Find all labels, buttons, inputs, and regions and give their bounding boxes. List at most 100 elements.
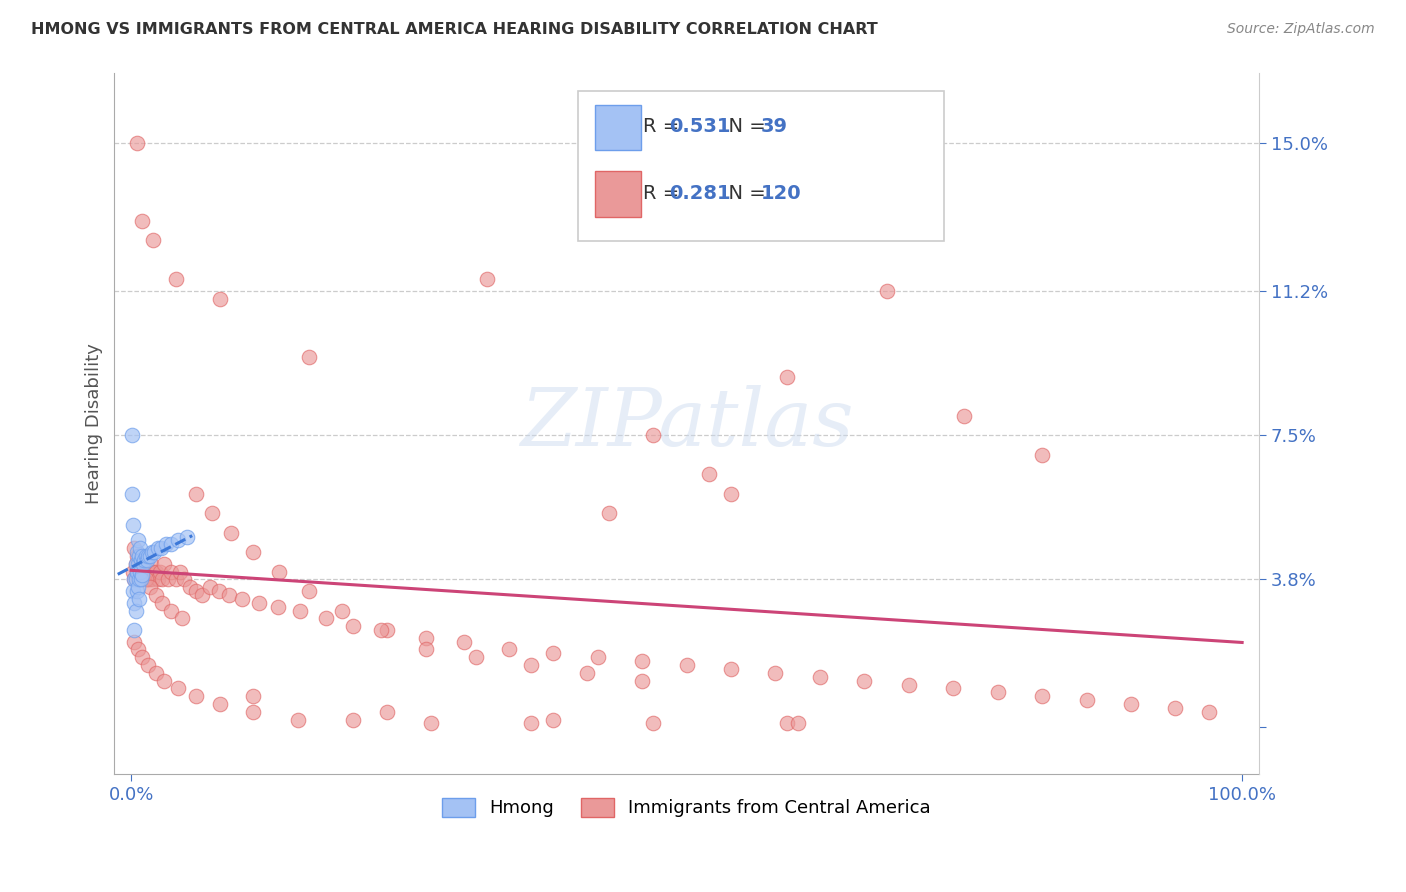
- Point: [876, 284, 898, 298]
- Point: [124, 573, 146, 587]
- Point: [165, 573, 187, 587]
- Point: [1076, 693, 1098, 707]
- Point: [169, 565, 191, 579]
- Point: [775, 716, 797, 731]
- Point: [124, 541, 146, 556]
- Point: [1119, 697, 1142, 711]
- Point: [143, 545, 166, 559]
- Point: [643, 428, 665, 442]
- Text: 39: 39: [761, 117, 787, 136]
- Point: [218, 588, 240, 602]
- Point: [287, 713, 309, 727]
- Point: [128, 557, 150, 571]
- Point: [498, 642, 520, 657]
- Point: [831, 175, 853, 189]
- Point: [173, 573, 195, 587]
- Point: [125, 584, 148, 599]
- Point: [136, 565, 159, 579]
- Point: [298, 584, 321, 599]
- Point: [242, 705, 264, 719]
- Point: [155, 537, 177, 551]
- Point: [131, 565, 153, 579]
- Point: [145, 665, 167, 680]
- Point: [242, 690, 264, 704]
- FancyBboxPatch shape: [578, 90, 943, 241]
- Point: [775, 369, 797, 384]
- Point: [124, 603, 146, 617]
- Point: [136, 549, 159, 563]
- Point: [184, 690, 207, 704]
- Point: [765, 665, 787, 680]
- Point: [131, 214, 153, 228]
- Point: [129, 565, 152, 579]
- Point: [1031, 448, 1053, 462]
- Point: [166, 533, 188, 548]
- Text: HMONG VS IMMIGRANTS FROM CENTRAL AMERICA HEARING DISABILITY CORRELATION CHART: HMONG VS IMMIGRANTS FROM CENTRAL AMERICA…: [31, 22, 877, 37]
- Point: [231, 591, 253, 606]
- Point: [141, 545, 163, 559]
- Point: [131, 650, 153, 665]
- Point: [132, 565, 155, 579]
- Point: [127, 533, 149, 548]
- Point: [132, 557, 155, 571]
- Point: [127, 642, 149, 657]
- Point: [124, 557, 146, 571]
- Point: [160, 603, 183, 617]
- Point: [184, 584, 207, 599]
- Point: [141, 573, 163, 587]
- Point: [139, 565, 162, 579]
- Point: [160, 565, 183, 579]
- Point: [370, 623, 392, 637]
- Point: [1198, 705, 1220, 719]
- Point: [720, 486, 742, 500]
- Point: [897, 677, 920, 691]
- Point: [129, 553, 152, 567]
- Point: [145, 588, 167, 602]
- Text: ZIPatlas: ZIPatlas: [520, 384, 853, 462]
- Point: [267, 599, 290, 614]
- Point: [475, 272, 498, 286]
- Point: [288, 603, 311, 617]
- Point: [201, 506, 224, 520]
- Text: Source: ZipAtlas.com: Source: ZipAtlas.com: [1227, 22, 1375, 37]
- Point: [520, 716, 543, 731]
- Point: [267, 565, 290, 579]
- FancyBboxPatch shape: [595, 104, 641, 150]
- Point: [453, 634, 475, 648]
- Point: [643, 716, 665, 731]
- Point: [575, 665, 598, 680]
- Point: [128, 573, 150, 587]
- Point: [139, 580, 162, 594]
- Point: [375, 705, 398, 719]
- Point: [135, 573, 157, 587]
- Point: [464, 650, 486, 665]
- Point: [156, 573, 179, 587]
- Point: [139, 557, 162, 571]
- Point: [139, 549, 162, 563]
- Point: [853, 673, 876, 688]
- Point: [598, 506, 620, 520]
- Point: [129, 573, 152, 587]
- Point: [179, 580, 201, 594]
- Point: [146, 573, 169, 587]
- Point: [208, 584, 231, 599]
- Point: [122, 565, 145, 579]
- Point: [176, 529, 198, 543]
- Text: 0.531: 0.531: [669, 117, 731, 136]
- Point: [142, 234, 165, 248]
- Point: [631, 654, 654, 668]
- Point: [122, 517, 145, 532]
- Point: [150, 573, 173, 587]
- Point: [942, 681, 965, 696]
- Point: [124, 634, 146, 648]
- Point: [124, 623, 146, 637]
- Point: [129, 557, 152, 571]
- Point: [124, 573, 146, 587]
- Point: [128, 591, 150, 606]
- Text: N =: N =: [717, 117, 772, 136]
- Point: [150, 541, 173, 556]
- Point: [153, 557, 176, 571]
- Point: [543, 646, 565, 660]
- Point: [134, 573, 156, 587]
- Point: [121, 486, 143, 500]
